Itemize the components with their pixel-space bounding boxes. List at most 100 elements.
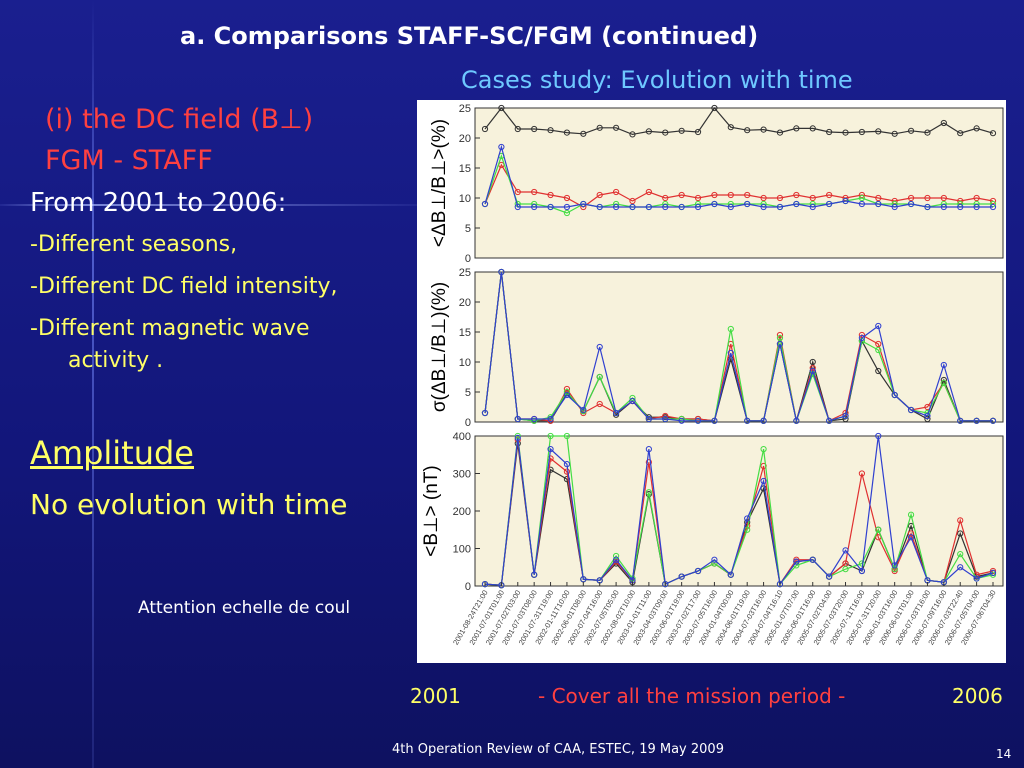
- data-point: [776, 334, 784, 342]
- data-point: [498, 268, 505, 276]
- chart-container: 0 5 10 15 20 25 <ΔB⊥/B⊥>(%) 0 5 10 15 20 25 σ(ΔB⊥/B⊥)…: [417, 100, 1006, 663]
- data-point: [596, 203, 603, 211]
- data-point: [711, 200, 718, 208]
- data-point: [596, 124, 603, 131]
- slide-title: a. Comparisons STAFF-SC/FGM (continued): [180, 22, 759, 50]
- data-point: [645, 128, 652, 135]
- data-point: [727, 203, 734, 211]
- data-point: [858, 470, 866, 477]
- data-point: [662, 194, 669, 202]
- data-point: [760, 203, 767, 211]
- cover-period-label: - Cover all the mission period -: [538, 684, 846, 708]
- plot-area-1: [474, 107, 1004, 259]
- y-tick-label: 0: [465, 581, 471, 593]
- data-point: [875, 526, 882, 533]
- year-end-label: 2006: [952, 684, 1003, 708]
- data-point: [891, 562, 898, 569]
- data-point: [744, 191, 751, 199]
- data-point: [842, 412, 849, 420]
- data-point: [875, 200, 882, 208]
- data-point: [711, 191, 718, 199]
- data-point: [875, 128, 882, 135]
- data-point: [531, 203, 538, 211]
- bullet-wave-activity: -Different magnetic wave: [30, 316, 310, 341]
- data-point: [858, 194, 866, 202]
- data-point: [498, 143, 505, 151]
- data-point: [744, 417, 751, 424]
- y-axis-label-3: <B⊥> (nT): [421, 465, 442, 557]
- data-point: [547, 432, 554, 440]
- data-point: [662, 415, 669, 423]
- data-point: [547, 415, 554, 423]
- series-line-blue_series: [484, 271, 993, 424]
- data-point: [973, 203, 980, 211]
- data-point: [563, 209, 571, 217]
- data-point: [563, 461, 571, 468]
- data-point: [875, 367, 882, 375]
- data-point: [645, 203, 652, 211]
- data-point: [547, 203, 554, 211]
- data-point: [809, 358, 816, 366]
- y-tick-label: 25: [459, 103, 471, 115]
- data-point: [973, 417, 980, 424]
- data-point: [793, 200, 800, 208]
- data-point: [678, 415, 685, 423]
- data-point: [793, 191, 800, 199]
- y-tick-label: 10: [459, 193, 471, 205]
- data-point: [826, 128, 833, 136]
- data-point: [514, 415, 521, 423]
- data-point: [694, 203, 702, 211]
- y-tick-label: 200: [453, 506, 471, 518]
- data-point: [907, 200, 915, 208]
- y-tick-label: 0: [465, 417, 471, 429]
- data-point: [957, 564, 964, 571]
- data-point: [924, 203, 931, 211]
- data-point: [989, 417, 997, 424]
- data-point: [826, 200, 833, 208]
- series-line-red_series: [484, 439, 994, 586]
- series-line-blue_series: [484, 435, 994, 586]
- y-tick-label: 10: [459, 357, 471, 369]
- data-point: [481, 409, 489, 417]
- data-point: [858, 128, 866, 136]
- data-point: [809, 203, 816, 211]
- footer-text: 4th Operation Review of CAA, ESTEC, 19 M…: [392, 742, 724, 757]
- data-point: [662, 203, 669, 211]
- data-point: [481, 125, 489, 133]
- plot-area-2: [474, 271, 1004, 423]
- data-point: [711, 417, 718, 424]
- data-point: [596, 191, 603, 199]
- data-point: [645, 489, 652, 496]
- data-point: [563, 468, 571, 475]
- data-point: [776, 340, 784, 348]
- data-point: [694, 128, 702, 136]
- data-point: [514, 434, 521, 441]
- data-point: [612, 552, 620, 560]
- y-tick-label: 15: [459, 327, 471, 339]
- data-point: [760, 417, 767, 424]
- data-point: [612, 124, 620, 131]
- data-point: [891, 130, 898, 137]
- data-point: [924, 129, 931, 136]
- attention-note: Attention echelle de coul: [138, 598, 351, 618]
- data-point: [694, 417, 702, 424]
- data-point: [645, 491, 652, 498]
- data-point: [776, 581, 784, 588]
- data-point: [711, 560, 718, 567]
- data-point: [907, 534, 915, 541]
- decorative-vertical-glow: [92, 0, 94, 768]
- data-point: [596, 373, 603, 381]
- data-point: [940, 361, 947, 369]
- data-point: [711, 556, 718, 563]
- slide-subtitle: Cases study: Evolution with time: [461, 66, 853, 94]
- data-point: [727, 349, 734, 357]
- data-point: [826, 191, 833, 199]
- data-point: [957, 551, 964, 558]
- data-point: [793, 417, 800, 424]
- data-point: [973, 125, 980, 132]
- amplitude-heading: Amplitude: [30, 434, 194, 472]
- bullet-wave-activity-cont: activity .: [68, 348, 164, 373]
- y-axis-label-2: σ(ΔB⊥/B⊥)(%): [429, 282, 450, 412]
- y-tick-label: 25: [459, 267, 471, 279]
- data-point: [498, 104, 505, 112]
